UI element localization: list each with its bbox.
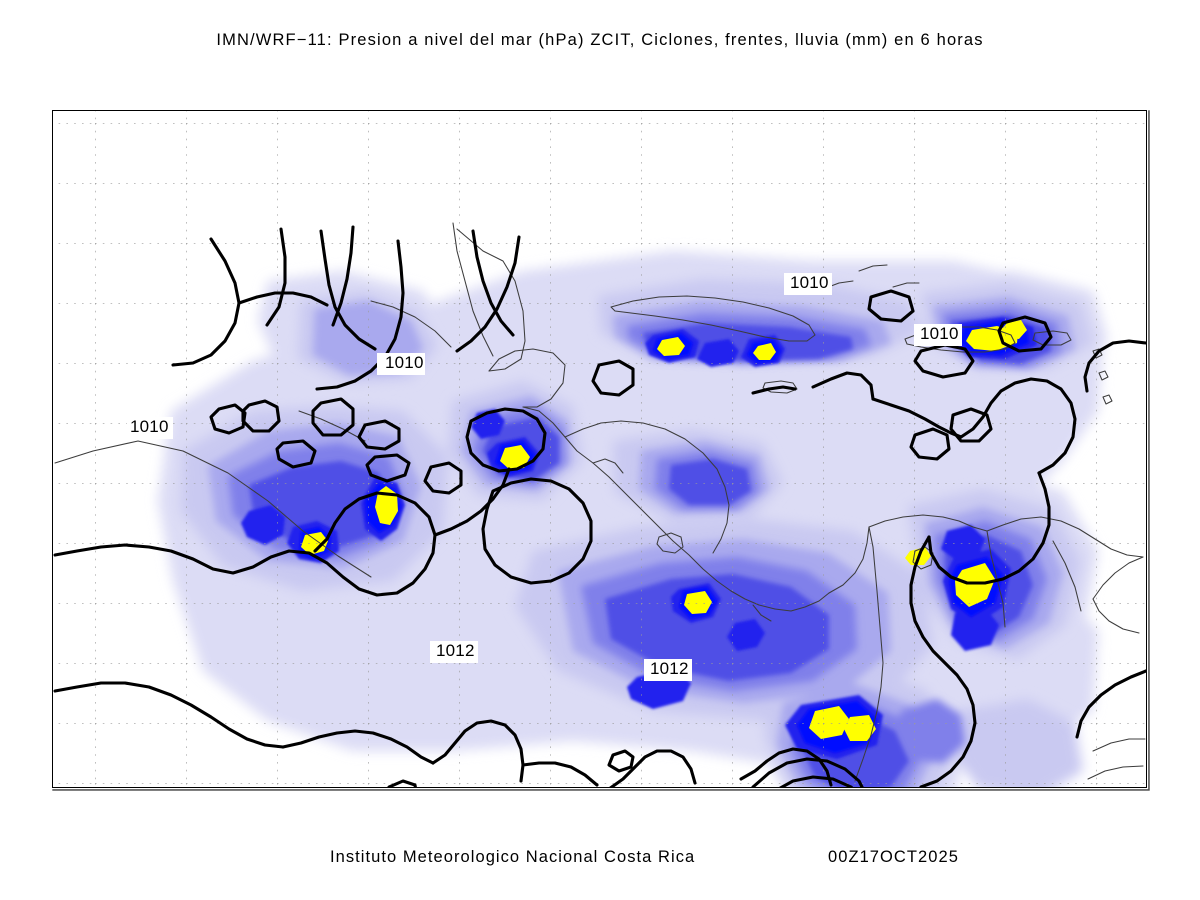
contour-label-1010-central: 1010 <box>384 353 425 372</box>
weather-map-canvas <box>53 111 1146 787</box>
footer-timestamp-label: 00Z17OCT2025 <box>828 848 959 866</box>
contour-label-1010-east: 1010 <box>919 324 960 343</box>
map-frame: 1010 1010 1010 1010 1012 1012 <box>52 110 1147 788</box>
isobar-contours <box>53 225 1146 787</box>
page-title: IMN/WRF−11: Presion a nivel del mar (hPa… <box>216 31 984 49</box>
contour-label-1012-west: 1012 <box>435 641 476 660</box>
contour-label-1010-west: 1010 <box>129 417 170 436</box>
coastlines <box>54 222 1146 782</box>
graticule-grid <box>53 111 1146 787</box>
footer-institute-label: Instituto Meteorologico Nacional Costa R… <box>330 848 696 866</box>
contour-label-1010-caribbean: 1010 <box>789 273 830 292</box>
contour-label-1012-east: 1012 <box>649 659 690 678</box>
